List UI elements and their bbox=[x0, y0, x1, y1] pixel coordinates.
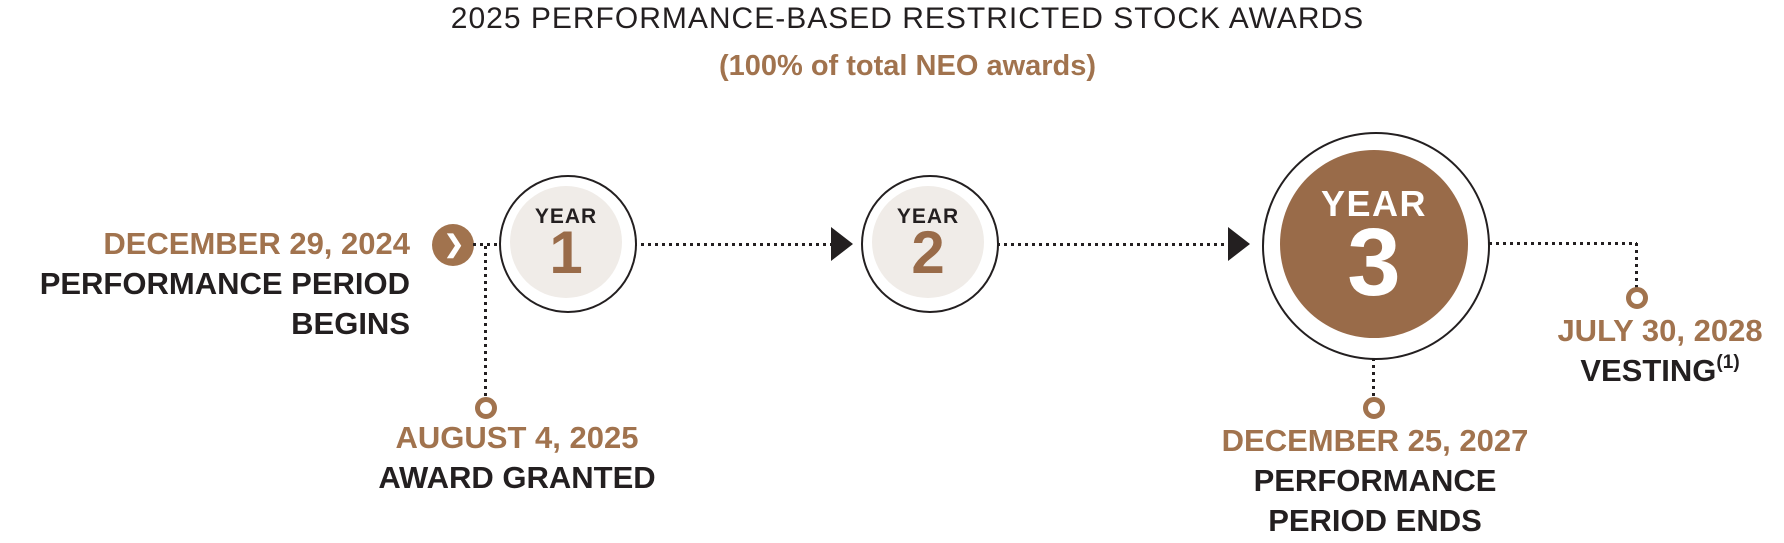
vesting-label-text: VESTING bbox=[1580, 353, 1717, 388]
award-granted-marker bbox=[475, 397, 497, 419]
chevron-right-icon: ❯ bbox=[443, 231, 465, 258]
start-label-line1: PERFORMANCE PERIOD bbox=[39, 266, 410, 301]
year-3-inner-circle: YEAR 3 bbox=[1280, 150, 1468, 338]
dotted-connector-year1-to-year2 bbox=[634, 243, 831, 246]
period-end-marker bbox=[1363, 397, 1385, 419]
award-granted-milestone: AUGUST 4, 2025 AWARD GRANTED bbox=[317, 418, 717, 498]
vesting-milestone: JULY 30, 2028 VESTING(1) bbox=[1495, 311, 1784, 391]
start-badge: ❯ bbox=[432, 224, 474, 266]
year-2-circle: YEAR 2 bbox=[861, 175, 999, 313]
start-milestone: DECEMBER 29, 2024 PERFORMANCE PERIOD BEG… bbox=[0, 224, 410, 344]
vesting-label: VESTING(1) bbox=[1495, 351, 1784, 391]
arrow-right-icon bbox=[1228, 227, 1250, 261]
year-1-label: YEAR bbox=[534, 205, 598, 228]
year-2-inner-circle: YEAR 2 bbox=[872, 186, 984, 298]
dotted-connector-year2-to-year3 bbox=[997, 243, 1228, 246]
award-granted-label: AWARD GRANTED bbox=[378, 460, 656, 495]
vesting-marker bbox=[1626, 287, 1648, 309]
arrow-right-icon bbox=[831, 227, 853, 261]
award-granted-date: AUGUST 4, 2025 bbox=[395, 420, 639, 455]
year-3-number: 3 bbox=[1347, 209, 1401, 316]
dotted-connector-down-vesting bbox=[1635, 243, 1638, 288]
year-3-label: YEAR bbox=[1320, 183, 1428, 224]
dotted-connector-down-award bbox=[484, 246, 487, 398]
year-1-number: 1 bbox=[549, 219, 583, 286]
year-3-circle: YEAR 3 bbox=[1262, 132, 1490, 360]
vesting-date: JULY 30, 2028 bbox=[1557, 313, 1763, 348]
year-1-circle: YEAR 1 bbox=[499, 175, 637, 313]
year-2-number: 2 bbox=[911, 219, 945, 286]
year-1-inner-circle: YEAR 1 bbox=[510, 186, 622, 298]
page-title: 2025 PERFORMANCE-BASED RESTRICTED STOCK … bbox=[450, 2, 1365, 35]
page-subtitle: (100% of total NEO awards) bbox=[718, 50, 1097, 82]
year-2-label: YEAR bbox=[896, 205, 960, 228]
period-end-milestone: DECEMBER 25, 2027 PERFORMANCE PERIOD END… bbox=[1155, 421, 1595, 541]
dotted-connector-down-period-end bbox=[1372, 358, 1375, 398]
dotted-connector-year3-to-vesting bbox=[1489, 242, 1637, 245]
period-end-label-line1: PERFORMANCE bbox=[1253, 463, 1497, 498]
start-label-line2: BEGINS bbox=[291, 306, 410, 341]
dotted-connector-start-to-year1 bbox=[473, 243, 500, 246]
period-end-label-line2: PERIOD ENDS bbox=[1268, 503, 1482, 538]
start-date: DECEMBER 29, 2024 bbox=[103, 226, 410, 261]
period-end-date: DECEMBER 25, 2027 bbox=[1221, 423, 1529, 458]
footnote-ref: (1) bbox=[1716, 351, 1740, 373]
